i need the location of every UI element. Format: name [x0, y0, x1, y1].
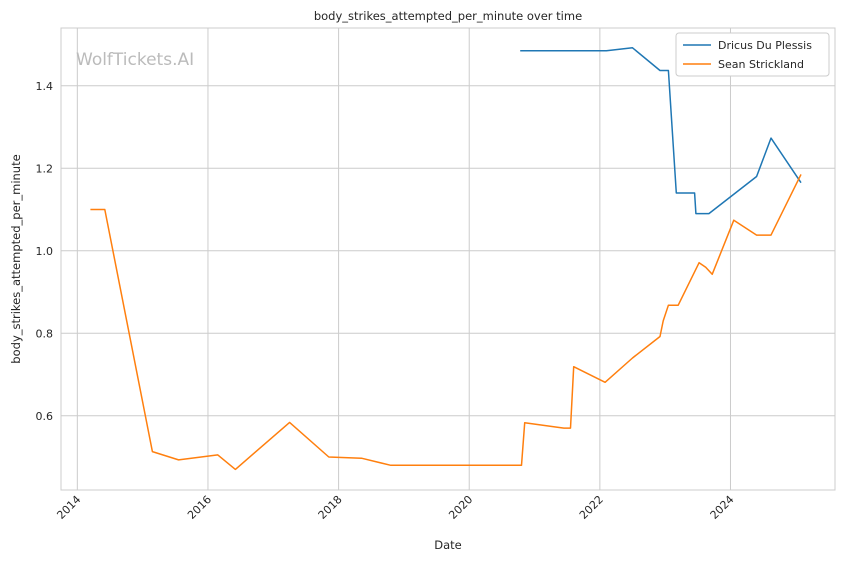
legend-label-strickland: Sean Strickland: [718, 58, 804, 71]
legend: Dricus Du Plessis Sean Strickland: [675, 32, 830, 77]
y-tick-label: 1.2: [36, 162, 54, 175]
legend-label-dricus: Dricus Du Plessis: [718, 39, 812, 52]
x-axis-label: Date: [434, 538, 462, 552]
gridlines: [61, 28, 835, 490]
series-line-dricus-du-plessis: [520, 47, 802, 215]
y-tick-label: 0.8: [36, 327, 54, 340]
series-line-sean-strickland: [90, 174, 802, 471]
y-tick-label: 1.4: [36, 80, 54, 93]
plot-area-frame: [60, 27, 836, 491]
y-tick-label: 1.0: [36, 245, 54, 258]
legend-box: [675, 32, 830, 77]
series-lines: [90, 47, 802, 471]
watermark: WolfTickets.AI: [76, 50, 194, 70]
y-axis-label: body_strikes_attempted_per_minute: [9, 154, 23, 363]
y-tick-label: 0.6: [36, 410, 54, 423]
chart-title: body_strikes_attempted_per_minute over t…: [314, 9, 582, 23]
